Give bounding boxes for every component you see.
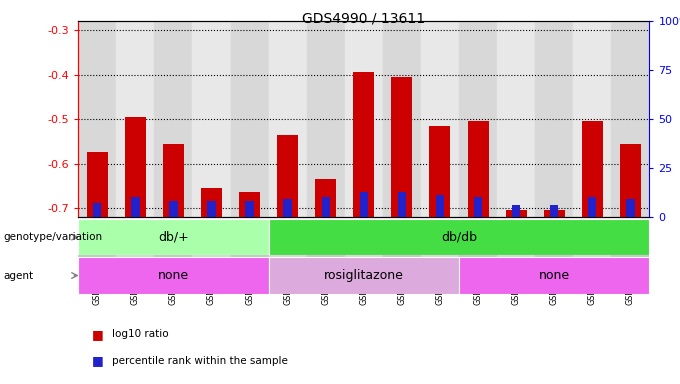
Bar: [307, 21, 345, 217]
Bar: [421, 255, 459, 290]
Bar: [436, 195, 444, 217]
Bar: [192, 255, 231, 290]
Text: log10 ratio: log10 ratio: [112, 329, 169, 339]
Bar: [459, 255, 497, 290]
Text: none: none: [539, 269, 570, 282]
Text: ■: ■: [92, 328, 103, 341]
Text: genotype/variation: genotype/variation: [3, 232, 103, 242]
Bar: [360, 192, 368, 217]
Bar: [245, 201, 254, 217]
Bar: [468, 121, 488, 217]
Bar: [78, 219, 269, 255]
Text: rosiglitazone: rosiglitazone: [324, 269, 404, 282]
Bar: [620, 144, 641, 217]
Bar: [231, 21, 269, 217]
Bar: [626, 199, 634, 217]
Text: GSM904685: GSM904685: [321, 257, 330, 305]
Bar: [430, 126, 450, 217]
Text: percentile rank within the sample: percentile rank within the sample: [112, 356, 288, 366]
Bar: [459, 21, 497, 217]
Bar: [231, 255, 269, 290]
Bar: [169, 201, 177, 217]
Bar: [392, 77, 412, 217]
Bar: [87, 152, 107, 217]
Bar: [497, 21, 535, 217]
Bar: [506, 210, 526, 217]
Bar: [588, 197, 596, 217]
Text: GSM904688: GSM904688: [435, 257, 445, 305]
Text: GSM904687: GSM904687: [397, 257, 407, 305]
Bar: [459, 257, 649, 294]
Bar: [573, 21, 611, 217]
Bar: [269, 257, 459, 294]
Text: GSM904686: GSM904686: [359, 257, 369, 305]
Bar: [322, 197, 330, 217]
Text: GSM904683: GSM904683: [626, 257, 635, 305]
Bar: [535, 255, 573, 290]
Bar: [78, 21, 116, 217]
Bar: [316, 179, 336, 217]
Bar: [421, 21, 459, 217]
Bar: [192, 21, 231, 217]
Text: GSM904674: GSM904674: [92, 257, 102, 305]
Bar: [550, 205, 558, 217]
Bar: [398, 192, 406, 217]
Bar: [383, 21, 421, 217]
Text: GSM904678: GSM904678: [245, 257, 254, 305]
Bar: [269, 21, 307, 217]
Text: GSM904679: GSM904679: [473, 257, 483, 305]
Text: GDS4990 / 13611: GDS4990 / 13611: [302, 12, 426, 25]
Text: GSM904680: GSM904680: [511, 257, 521, 305]
Text: GSM904675: GSM904675: [131, 257, 140, 305]
Bar: [573, 255, 611, 290]
Bar: [125, 117, 146, 217]
Bar: [512, 205, 520, 217]
Bar: [78, 255, 116, 290]
Bar: [131, 197, 139, 217]
Text: GSM904684: GSM904684: [283, 257, 292, 305]
Bar: [277, 135, 298, 217]
Bar: [269, 255, 307, 290]
Bar: [93, 203, 101, 217]
Text: GSM904681: GSM904681: [549, 257, 559, 305]
Text: db/+: db/+: [158, 231, 189, 243]
Text: none: none: [158, 269, 189, 282]
Bar: [154, 21, 192, 217]
Bar: [284, 199, 292, 217]
Bar: [383, 255, 421, 290]
Bar: [582, 121, 602, 217]
Bar: [497, 255, 535, 290]
Bar: [154, 255, 192, 290]
Bar: [163, 144, 184, 217]
Bar: [611, 21, 649, 217]
Bar: [239, 192, 260, 217]
Text: GSM904682: GSM904682: [588, 257, 597, 305]
Bar: [345, 255, 383, 290]
Bar: [354, 72, 374, 217]
Text: db/db: db/db: [441, 231, 477, 243]
Text: GSM904676: GSM904676: [169, 257, 178, 305]
Text: agent: agent: [3, 270, 33, 281]
Bar: [544, 210, 564, 217]
Text: GSM904677: GSM904677: [207, 257, 216, 305]
Bar: [201, 188, 222, 217]
Bar: [207, 201, 216, 217]
Bar: [116, 255, 154, 290]
Bar: [345, 21, 383, 217]
Bar: [116, 21, 154, 217]
Bar: [474, 197, 482, 217]
Text: ■: ■: [92, 354, 103, 367]
Bar: [535, 21, 573, 217]
Bar: [269, 219, 649, 255]
Bar: [611, 255, 649, 290]
Bar: [307, 255, 345, 290]
Bar: [78, 257, 269, 294]
